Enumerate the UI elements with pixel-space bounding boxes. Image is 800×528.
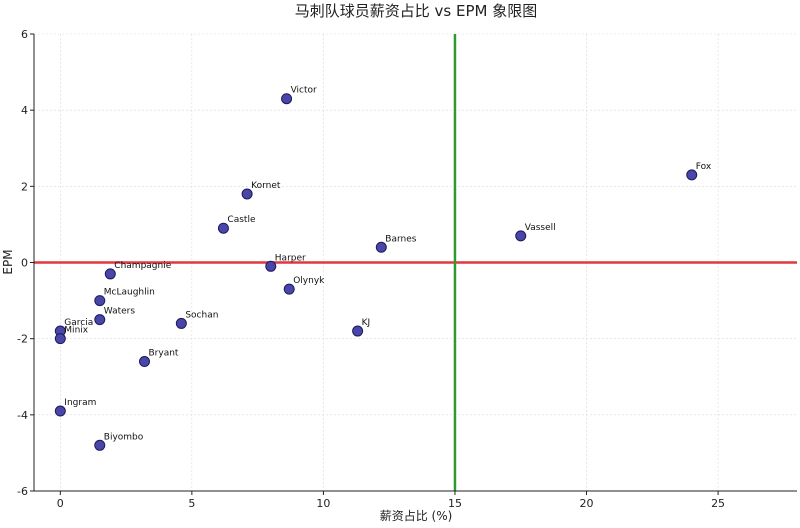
y-tick-label: 6 xyxy=(21,28,28,41)
y-tick-label: 4 xyxy=(21,104,28,117)
y-tick-label: -6 xyxy=(17,485,28,498)
data-point xyxy=(54,405,66,417)
point-label: Waters xyxy=(104,307,136,317)
point-label: Bryant xyxy=(149,349,179,359)
x-tick-label: 0 xyxy=(57,497,64,510)
point-label: Olynyk xyxy=(293,276,325,286)
point-label: Barnes xyxy=(385,234,416,244)
data-point xyxy=(283,283,295,295)
point-label: Victor xyxy=(291,86,317,96)
point-label: Fox xyxy=(696,162,712,172)
data-point xyxy=(94,295,106,307)
data-point xyxy=(217,222,229,234)
point-label: Champagnie xyxy=(114,261,171,271)
x-tick-label: 10 xyxy=(316,497,330,510)
y-tick-label: -2 xyxy=(17,333,28,346)
data-point xyxy=(265,260,277,272)
point-label: Vassell xyxy=(525,223,556,233)
data-point xyxy=(281,93,293,105)
y-tick-label: -4 xyxy=(17,409,28,422)
data-point xyxy=(352,325,364,337)
y-tick-label: 2 xyxy=(21,180,28,193)
data-point xyxy=(175,317,187,329)
data-point xyxy=(94,314,106,326)
point-label: Sochan xyxy=(185,310,218,320)
point-label: Castle xyxy=(227,215,256,225)
data-point xyxy=(241,188,253,200)
data-points: Victor Fox Kornet Castle Vassell Barnes Harper… xyxy=(54,86,712,451)
point-label: KJ xyxy=(362,318,371,328)
data-point xyxy=(104,268,116,280)
x-tick-label: 5 xyxy=(188,497,195,510)
y-tick-label: 0 xyxy=(21,257,28,270)
data-point xyxy=(94,439,106,451)
point-label: Kornet xyxy=(251,181,281,191)
axes: 0 5 10 15 20 25 -6 -4 -2 0 2 4 6 xyxy=(17,28,797,510)
point-label: Minix xyxy=(64,326,88,336)
data-point xyxy=(515,230,527,242)
point-label: Harper xyxy=(275,253,306,263)
reference-lines xyxy=(34,34,797,491)
x-tick-label: 15 xyxy=(448,497,462,510)
point-label: Biyombo xyxy=(104,432,144,442)
data-point xyxy=(686,169,698,181)
data-point xyxy=(54,333,66,345)
y-axis-label: EPM xyxy=(1,249,15,274)
x-axis-label: 薪资占比 (%) xyxy=(380,508,453,523)
data-point xyxy=(375,241,387,253)
data-point xyxy=(139,356,151,368)
point-label: Ingram xyxy=(64,398,96,408)
point-label: Garcia xyxy=(64,318,93,328)
x-tick-label: 25 xyxy=(711,497,725,510)
point-label: McLaughlin xyxy=(104,288,155,298)
x-tick-label: 20 xyxy=(580,497,594,510)
chart-title: 马刺队球员薪资占比 vs EPM 象限图 xyxy=(295,2,537,20)
